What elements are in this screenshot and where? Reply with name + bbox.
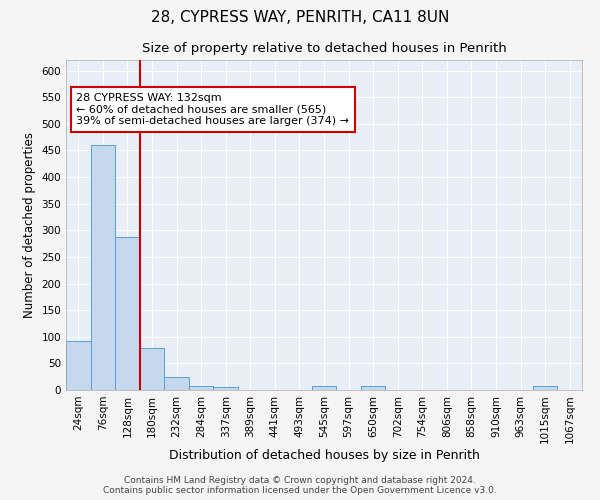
- Title: Size of property relative to detached houses in Penrith: Size of property relative to detached ho…: [142, 42, 506, 54]
- Bar: [140, 348, 164, 390]
- X-axis label: Distribution of detached houses by size in Penrith: Distribution of detached houses by size …: [169, 449, 479, 462]
- Bar: [164, 377, 189, 390]
- Text: Contains HM Land Registry data © Crown copyright and database right 2024.
Contai: Contains HM Land Registry data © Crown c…: [103, 476, 497, 495]
- Bar: [361, 386, 385, 390]
- Bar: [214, 388, 238, 390]
- Bar: [312, 386, 336, 390]
- Bar: [66, 340, 91, 390]
- Bar: [115, 237, 140, 390]
- Text: 28, CYPRESS WAY, PENRITH, CA11 8UN: 28, CYPRESS WAY, PENRITH, CA11 8UN: [151, 10, 449, 25]
- Y-axis label: Number of detached properties: Number of detached properties: [23, 132, 36, 318]
- Bar: [91, 145, 115, 390]
- Bar: [189, 386, 214, 390]
- Bar: [533, 386, 557, 390]
- Text: 28 CYPRESS WAY: 132sqm
← 60% of detached houses are smaller (565)
39% of semi-de: 28 CYPRESS WAY: 132sqm ← 60% of detached…: [76, 93, 349, 126]
